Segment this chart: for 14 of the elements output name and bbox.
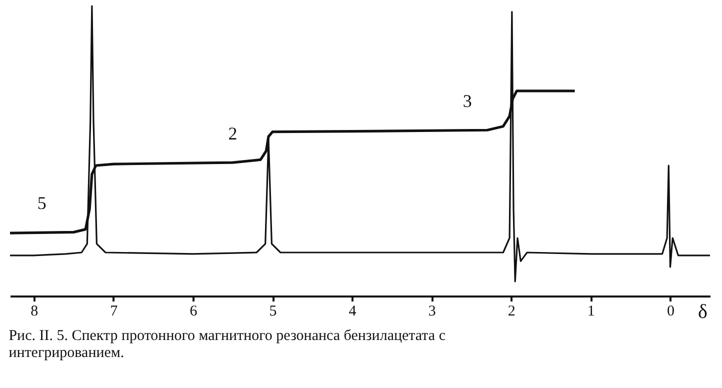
- x-tick-label: 4: [348, 304, 357, 320]
- text: Рис. II. 5. Спектр протонного магнитного резонанса бензилацетата с интегрированием.: [8, 328, 446, 361]
- annotation: 2: [228, 124, 238, 144]
- x-tick-label: 5: [269, 304, 277, 320]
- x-tick-label: 2: [508, 304, 516, 320]
- x-tick-label: 3: [428, 304, 436, 320]
- x-tick-label: 6: [190, 304, 198, 320]
- x-axis-title: δ: [698, 301, 708, 323]
- annotation: 5: [37, 193, 46, 214]
- x-tick-label: 7: [110, 304, 118, 320]
- x-tick-label: 0: [666, 304, 674, 320]
- x-tick-label: 1: [587, 304, 595, 320]
- x-tick-label: 8: [30, 304, 38, 320]
- annotation: 3: [462, 91, 472, 112]
